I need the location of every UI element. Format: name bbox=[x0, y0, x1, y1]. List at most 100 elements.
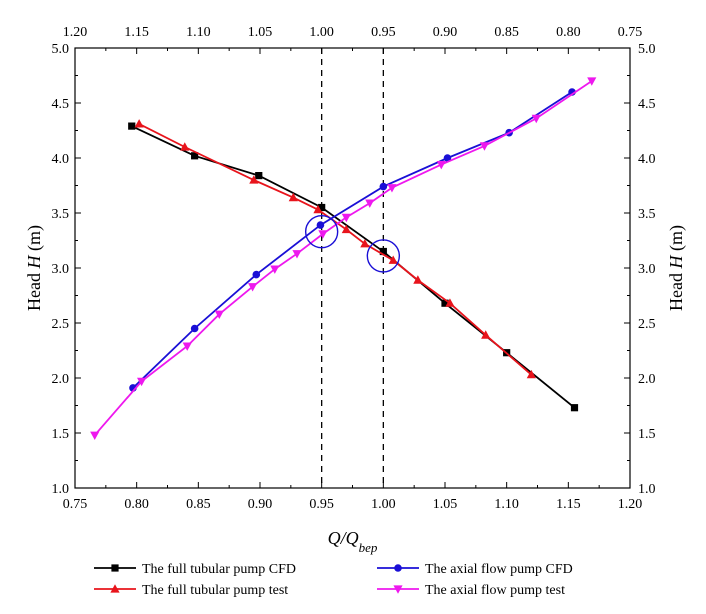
x-axis-title: Q/Qbep bbox=[328, 528, 378, 555]
top-tick-label: 0.85 bbox=[494, 25, 519, 40]
y-axis-title-right: Head H (m) bbox=[666, 225, 687, 311]
marker-triangle-down bbox=[436, 161, 446, 170]
marker-circle bbox=[379, 182, 388, 191]
marker-square bbox=[128, 122, 136, 130]
series-2 bbox=[134, 119, 536, 379]
y-tick-label-right: 3.0 bbox=[638, 262, 656, 277]
marker-square bbox=[379, 247, 387, 256]
marker-square bbox=[111, 564, 119, 572]
y-tick-label-right: 4.0 bbox=[638, 152, 656, 167]
top-tick-label: 1.10 bbox=[186, 25, 211, 40]
marker-triangle-down bbox=[214, 310, 224, 319]
axes-ticks: 0.75 0.80 0.85 0.90 0.95 1.00 1.05 1.10 1.15 1.20… bbox=[52, 25, 656, 512]
x-tick-label: 0.75 bbox=[63, 497, 88, 512]
x-tick-label: 0.95 bbox=[309, 497, 334, 512]
marker-square bbox=[318, 203, 326, 212]
marker-triangle-down bbox=[248, 283, 258, 292]
marker-triangle-down bbox=[182, 342, 192, 351]
legend-label: The full tubular pump CFD bbox=[142, 562, 296, 577]
marker-triangle-down bbox=[479, 142, 490, 151]
y-axis-title-left: Head H (m) bbox=[24, 225, 45, 311]
marker-triangle-down bbox=[393, 585, 403, 594]
marker-circle bbox=[316, 221, 325, 229]
plot-frame bbox=[74, 47, 631, 489]
marker-triangle-up bbox=[180, 142, 190, 151]
top-tick-label: 0.75 bbox=[618, 25, 643, 40]
top-tick-label: 1.15 bbox=[124, 25, 149, 40]
marker-triangle-up bbox=[388, 255, 398, 264]
series-line bbox=[131, 125, 576, 409]
series-line bbox=[132, 91, 573, 389]
y-tick-label-right: 1.5 bbox=[638, 427, 656, 442]
legend-item: The axial flow pump test bbox=[377, 583, 565, 598]
series-layer bbox=[90, 77, 597, 440]
x-tick-label: 1.00 bbox=[371, 497, 396, 512]
marker-triangle-down bbox=[137, 377, 147, 387]
x-tick-label: 1.20 bbox=[618, 497, 643, 512]
marker-circle bbox=[252, 270, 261, 279]
series-line bbox=[94, 80, 593, 436]
marker-square bbox=[255, 172, 263, 180]
marker-circle bbox=[190, 324, 199, 333]
x-tick-label: 0.85 bbox=[186, 497, 211, 512]
reference-lines bbox=[321, 48, 384, 488]
series-1 bbox=[128, 122, 579, 412]
y-tick-label-left: 1.0 bbox=[52, 482, 70, 497]
y-tick-label-left: 5.0 bbox=[52, 42, 70, 57]
marker-triangle-up bbox=[526, 369, 536, 379]
legend-label: The full tubular pump test bbox=[142, 583, 288, 598]
marker-triangle-down bbox=[292, 250, 302, 259]
y-tick-label-right: 4.5 bbox=[638, 97, 656, 112]
top-tick-label: 0.80 bbox=[556, 25, 581, 40]
y-tick-label-right: 2.5 bbox=[638, 317, 656, 332]
marker-triangle-up bbox=[481, 330, 491, 339]
y-tick-label-left: 4.5 bbox=[52, 97, 70, 112]
marker-triangle-up bbox=[341, 224, 351, 234]
series-line bbox=[138, 123, 532, 376]
marker-triangle-up bbox=[445, 298, 455, 307]
highlight-circles bbox=[304, 214, 401, 273]
legend: The full tubular pump CFD The axial flow … bbox=[94, 562, 573, 598]
marker-triangle-down bbox=[531, 114, 541, 124]
legend-item: The full tubular pump test bbox=[94, 583, 288, 598]
marker-triangle-up bbox=[360, 239, 370, 248]
y-tick-label-right: 1.0 bbox=[638, 482, 656, 497]
highlight-circle bbox=[366, 239, 401, 273]
series-4 bbox=[90, 77, 597, 440]
marker-triangle-up bbox=[313, 204, 323, 214]
marker-triangle-down bbox=[270, 265, 280, 274]
x-tick-label: 1.15 bbox=[556, 497, 581, 512]
x-tick-label: 0.90 bbox=[248, 497, 273, 512]
y-tick-label-left: 3.5 bbox=[52, 207, 70, 222]
marker-triangle-down bbox=[365, 199, 375, 208]
marker-triangle-up bbox=[413, 275, 423, 284]
marker-triangle-up bbox=[134, 119, 144, 128]
marker-square bbox=[191, 152, 199, 160]
x-tick-label: 1.05 bbox=[433, 497, 458, 512]
y-tick-label-right: 3.5 bbox=[638, 207, 656, 222]
marker-circle bbox=[443, 154, 452, 162]
marker-triangle-down bbox=[341, 213, 351, 223]
top-tick-label: 1.00 bbox=[309, 25, 334, 40]
marker-triangle-up bbox=[110, 584, 120, 593]
marker-triangle-up bbox=[249, 175, 259, 184]
marker-square bbox=[441, 299, 449, 307]
marker-triangle-down bbox=[587, 77, 597, 86]
top-tick-label: 0.90 bbox=[433, 25, 458, 40]
marker-circle bbox=[394, 564, 402, 572]
x-tick-label: 0.80 bbox=[124, 497, 149, 512]
marker-triangle-down bbox=[90, 431, 100, 440]
y-tick-label-left: 3.0 bbox=[52, 262, 70, 277]
legend-label: The axial flow pump test bbox=[425, 583, 565, 598]
legend-item: The full tubular pump CFD bbox=[94, 562, 296, 577]
top-tick-label: 1.05 bbox=[248, 25, 273, 40]
marker-square bbox=[570, 404, 579, 412]
highlight-circle bbox=[304, 214, 339, 249]
x-tick-label: 1.10 bbox=[494, 497, 519, 512]
legend-label: The axial flow pump CFD bbox=[425, 562, 573, 577]
y-tick-label-right: 5.0 bbox=[638, 42, 656, 57]
marker-triangle-up bbox=[288, 192, 298, 202]
y-tick-label-left: 1.5 bbox=[52, 427, 70, 442]
top-tick-label: 1.20 bbox=[63, 25, 88, 40]
